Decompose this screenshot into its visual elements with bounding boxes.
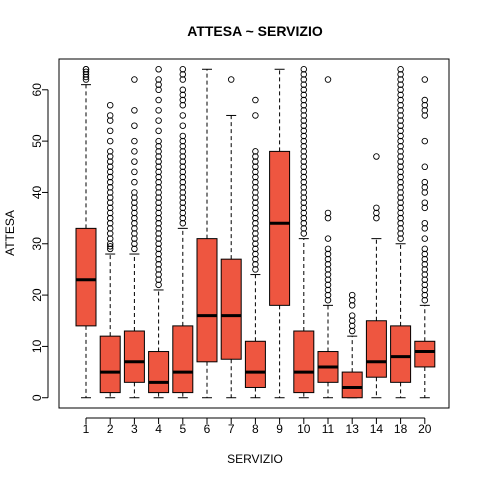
box-iqr (124, 331, 144, 382)
y-tick-label: 0 (30, 394, 44, 401)
x-tick-label: 14 (370, 422, 384, 436)
outlier-point (422, 236, 428, 242)
box-1 (76, 66, 96, 397)
x-tick-label: 3 (131, 422, 138, 436)
box-13 (342, 292, 362, 397)
box-9 (270, 69, 290, 397)
outlier-point (156, 118, 162, 124)
box-iqr (366, 321, 386, 377)
y-tick-label: 30 (30, 237, 44, 251)
box-iqr (149, 352, 169, 393)
outlier-point (180, 113, 186, 119)
box-20 (415, 77, 435, 398)
outlier-point (374, 154, 380, 160)
x-tick-label: 18 (394, 422, 408, 436)
outlier-point (180, 123, 186, 129)
outlier-point (325, 236, 331, 242)
box-iqr (173, 326, 193, 393)
x-tick-label: 5 (179, 422, 186, 436)
box-10 (294, 66, 314, 397)
outlier-point (156, 97, 162, 103)
outlier-point (132, 159, 138, 165)
chart-title: ATTESA ~ SERVIZIO (187, 23, 323, 39)
outlier-point (107, 102, 113, 108)
outlier-point (107, 138, 113, 144)
outlier-point (422, 77, 428, 83)
box-3 (124, 77, 144, 398)
box-18 (391, 66, 411, 397)
outlier-point (325, 77, 331, 83)
outlier-point (132, 108, 138, 114)
x-tick-label: 7 (228, 422, 235, 436)
y-tick-label: 50 (30, 134, 44, 148)
y-tick-label: 20 (30, 288, 44, 302)
x-axis-label: SERVIZIO (227, 452, 283, 466)
x-tick-label: 2 (107, 422, 114, 436)
box-iqr (342, 372, 362, 398)
x-tick-label: 11 (322, 422, 335, 436)
y-axis-label: ATTESA (3, 210, 17, 256)
outlier-point (107, 128, 113, 134)
outlier-point (253, 97, 259, 103)
outlier-point (132, 149, 138, 155)
plot-layer: 0 10 20 30 40 50 60 1 2 3 4 5 6 7 8 9 10 11 13 14 18 20 (30, 66, 435, 436)
x-tick-label: 20 (418, 422, 432, 436)
y-tick-label: 10 (30, 339, 44, 353)
box-5 (173, 66, 193, 397)
y-tick-label: 60 (30, 83, 44, 97)
x-tick-label: 6 (204, 422, 211, 436)
outlier-point (156, 128, 162, 134)
box-7 (221, 77, 241, 398)
x-tick-label: 4 (155, 422, 162, 436)
outlier-point (156, 66, 162, 72)
x-tick-label: 8 (252, 422, 259, 436)
outlier-point (132, 123, 138, 129)
y-tick-label: 40 (30, 185, 44, 199)
x-tick-label: 13 (346, 422, 360, 436)
x-tick-label: 10 (297, 422, 311, 436)
box-8 (245, 97, 265, 397)
outlier-point (156, 108, 162, 114)
box-iqr (100, 336, 120, 392)
box-iqr (197, 239, 217, 362)
outlier-point (228, 77, 234, 83)
box-6 (197, 69, 217, 397)
box-iqr (245, 341, 265, 387)
box-2 (100, 102, 120, 397)
outlier-point (422, 138, 428, 144)
box-iqr (76, 228, 96, 326)
outlier-point (132, 169, 138, 175)
outlier-point (253, 113, 259, 119)
outlier-point (132, 138, 138, 144)
x-tick-label: 1 (83, 422, 90, 436)
outlier-point (422, 164, 428, 170)
box-iqr (270, 151, 290, 305)
outlier-point (132, 179, 138, 185)
box-iqr (391, 326, 411, 382)
box-iqr (415, 341, 435, 367)
box-11 (318, 77, 338, 398)
box-iqr (221, 259, 241, 359)
box-4 (149, 66, 169, 397)
box-14 (366, 154, 386, 398)
x-tick-label: 9 (276, 422, 283, 436)
box-iqr (294, 331, 314, 393)
outlier-point (132, 77, 138, 83)
